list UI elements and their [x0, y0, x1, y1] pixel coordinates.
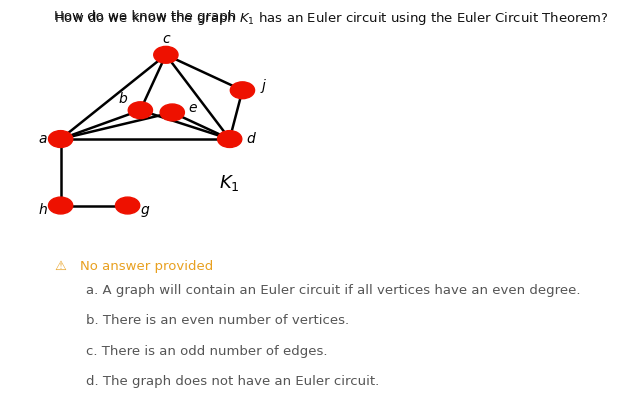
Circle shape	[154, 46, 178, 63]
Circle shape	[48, 197, 73, 214]
Text: j: j	[261, 79, 265, 93]
Circle shape	[218, 131, 242, 147]
Text: a: a	[39, 132, 47, 146]
Circle shape	[230, 82, 255, 99]
Text: c: c	[162, 32, 170, 46]
Circle shape	[128, 102, 152, 118]
Text: How do we know the graph $K_1$ has an Euler circuit using the Euler Circuit Theo: How do we know the graph $K_1$ has an Eu…	[54, 10, 609, 27]
Text: d: d	[246, 132, 255, 146]
Text: How do we know the graph: How do we know the graph	[54, 10, 241, 23]
Text: h: h	[39, 203, 47, 217]
Text: No answer provided: No answer provided	[80, 260, 213, 273]
Circle shape	[115, 197, 140, 214]
Circle shape	[48, 131, 73, 147]
Circle shape	[160, 104, 184, 121]
Text: $\it{K}_1$: $\it{K}_1$	[219, 173, 240, 193]
Text: d. The graph does not have an Euler circuit.: d. The graph does not have an Euler circ…	[86, 375, 380, 388]
Text: ⚠: ⚠	[54, 260, 66, 273]
Text: e: e	[189, 101, 197, 115]
Text: c. There is an odd number of edges.: c. There is an odd number of edges.	[86, 345, 328, 357]
Text: b: b	[119, 92, 127, 106]
Text: a. A graph will contain an Euler circuit if all vertices have an even degree.: a. A graph will contain an Euler circuit…	[86, 284, 581, 297]
Text: b. There is an even number of vertices.: b. There is an even number of vertices.	[86, 314, 349, 327]
Text: g: g	[141, 203, 149, 217]
